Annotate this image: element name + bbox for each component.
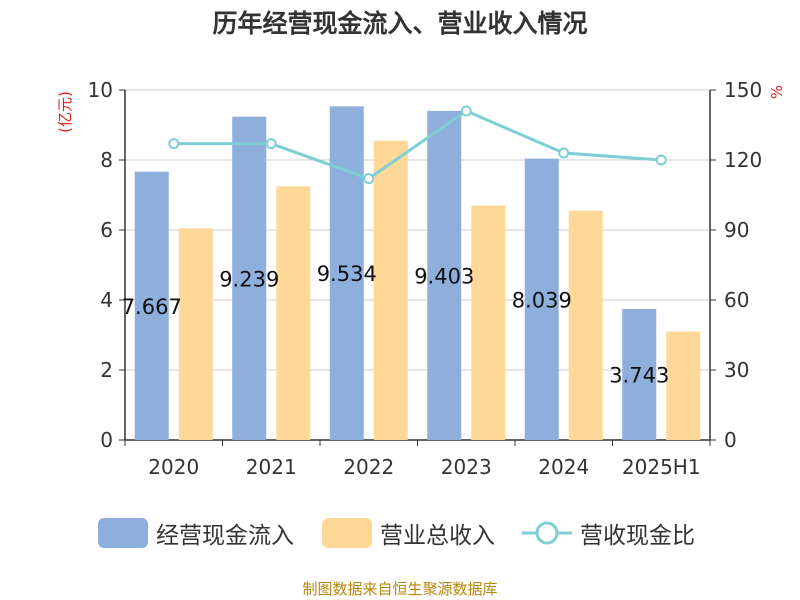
x-tick-label: 2020 [148, 455, 199, 479]
legend-label-revenue: 营业总收入 [380, 523, 495, 549]
y-right-tick-label: 120 [724, 148, 762, 172]
bar-revenue [471, 205, 506, 440]
legend-item-cash-ratio[interactable]: 营收现金比 [522, 516, 695, 550]
footer-source: 制图数据来自恒生聚源数据库 [302, 580, 498, 598]
legend-label-cash-inflow: 经营现金流入 [156, 523, 294, 549]
y-left-tick-label: 4 [100, 288, 113, 312]
data-label-cash-inflow: 7.667 [122, 295, 182, 319]
bar-revenue [568, 210, 603, 440]
x-tick-label: 2023 [441, 455, 492, 479]
legend-item-revenue[interactable]: 营业总收入 [322, 516, 495, 550]
x-tick-label: 2021 [246, 455, 297, 479]
y-left-tick-label: 8 [100, 148, 113, 172]
bar-cash-inflow [427, 110, 462, 441]
bar-cash-inflow [622, 308, 657, 440]
bar-revenue [373, 140, 408, 440]
data-label-cash-inflow: 8.039 [512, 288, 572, 312]
line-cash-ratio [173, 109, 662, 181]
data-label-cash-inflow: 9.239 [219, 267, 279, 291]
y-left-axis-label: (亿元) [56, 91, 74, 133]
y-right-tick-label: 60 [724, 288, 749, 312]
y-right-tick-label: 90 [724, 218, 749, 242]
point-cash-ratio [460, 105, 472, 117]
y-right-tick-label: 30 [724, 358, 749, 382]
point-cash-ratio [168, 138, 180, 150]
y-right-axis-label: % [768, 85, 786, 99]
point-cash-ratio [558, 147, 570, 159]
data-label-cash-inflow: 9.534 [317, 262, 377, 286]
bar-cash-inflow [329, 106, 364, 440]
legend-swatch-cash-inflow [98, 518, 148, 548]
bar-cash-inflow [232, 116, 267, 440]
y-left-tick-label: 6 [100, 218, 113, 242]
chart-title: 历年经营现金流入、营业收入情况 [212, 9, 588, 38]
bar-revenue [276, 186, 311, 440]
bar-cash-inflow [524, 158, 559, 440]
legend-label-cash-ratio: 营收现金比 [580, 523, 695, 549]
point-cash-ratio [265, 138, 277, 150]
x-tick-label: 2024 [538, 455, 589, 479]
legend-swatch-cash-ratio [522, 521, 572, 545]
x-tick-label: 2022 [343, 455, 394, 479]
y-left-tick-label: 2 [100, 358, 113, 382]
bar-revenue [666, 331, 701, 440]
data-label-cash-inflow: 3.743 [609, 363, 669, 387]
bar-revenue [178, 228, 213, 440]
y-left-tick-label: 10 [88, 78, 113, 102]
y-left-tick-label: 0 [100, 428, 113, 452]
point-cash-ratio [655, 154, 667, 166]
y-right-tick-label: 150 [724, 78, 762, 102]
legend-swatch-revenue [322, 518, 372, 548]
legend-item-cash-inflow[interactable]: 经营现金流入 [98, 516, 294, 550]
x-tick-label: 2025H1 [622, 455, 701, 479]
point-cash-ratio [363, 173, 375, 185]
bar-cash-inflow [134, 171, 169, 440]
y-right-tick-label: 0 [724, 428, 737, 452]
data-label-cash-inflow: 9.403 [414, 264, 474, 288]
